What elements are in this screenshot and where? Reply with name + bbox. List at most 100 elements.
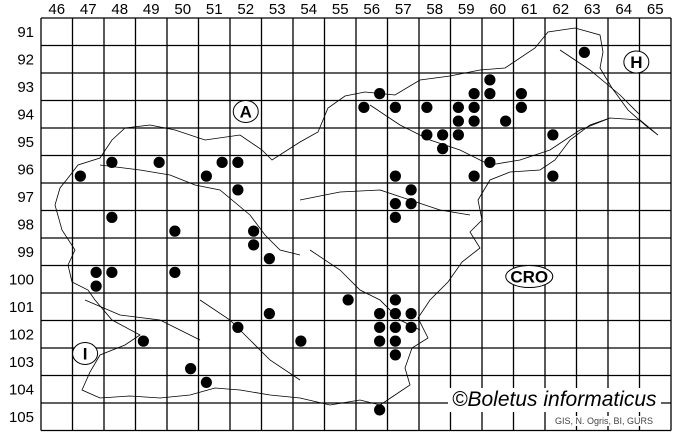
record-dot [515, 88, 527, 100]
country-label: CRO [510, 268, 548, 287]
record-dot [468, 115, 480, 127]
record-dot [421, 101, 433, 113]
column-label: 59 [458, 1, 475, 18]
column-label: 58 [426, 1, 443, 18]
country-label: I [83, 345, 88, 364]
record-dot [389, 335, 401, 347]
row-label: 96 [17, 161, 34, 178]
record-dot [484, 156, 496, 168]
record-dot [484, 74, 496, 86]
record-dot [216, 156, 228, 168]
row-label: 97 [17, 189, 34, 206]
column-label: 47 [80, 1, 97, 18]
grid [40, 17, 672, 432]
column-label: 53 [269, 1, 286, 18]
record-dot [342, 294, 354, 306]
record-dot [74, 170, 86, 182]
credits-text: GIS, N. Ogris, BI, GURS [555, 416, 654, 426]
row-label: 102 [9, 326, 34, 343]
record-dot [185, 363, 197, 375]
record-dot [468, 88, 480, 100]
column-label: 60 [489, 1, 506, 18]
column-label: 48 [111, 1, 128, 18]
record-dot [358, 101, 370, 113]
record-dot [405, 184, 417, 196]
country-label-ellipse [72, 342, 99, 365]
column-label: 63 [584, 1, 601, 18]
record-dot [374, 308, 386, 320]
river [559, 49, 641, 116]
row-label: 93 [17, 79, 34, 96]
record-dot [200, 170, 212, 182]
record-dot [389, 170, 401, 182]
record-dot [374, 321, 386, 333]
slovenia-border [54, 27, 659, 406]
column-label: 49 [143, 1, 160, 18]
record-dot [248, 239, 260, 251]
row-label: 105 [9, 409, 34, 426]
country-label: A [240, 103, 252, 122]
record-dot [137, 335, 149, 347]
country-label-ellipse [623, 50, 650, 74]
column-label: 55 [332, 1, 349, 18]
record-dot [169, 266, 181, 278]
record-dot [374, 335, 386, 347]
record-dot [389, 101, 401, 113]
record-dot [405, 198, 417, 210]
record-dot [421, 129, 433, 141]
river [299, 189, 471, 216]
column-label: 61 [521, 1, 538, 18]
river [99, 164, 301, 256]
record-dot [232, 184, 244, 196]
country-label: H [630, 53, 642, 72]
record-dot [389, 321, 401, 333]
record-dot [437, 143, 449, 155]
column-label: 50 [174, 1, 191, 18]
record-dot [389, 294, 401, 306]
column-label: 54 [300, 1, 317, 18]
row-label: 104 [9, 381, 34, 398]
record-dot [547, 129, 559, 141]
record-dot [452, 101, 464, 113]
record-dot [515, 101, 527, 113]
record-dot [153, 156, 165, 168]
record-dot [90, 280, 102, 292]
country-outline [54, 27, 659, 406]
record-dot [374, 88, 386, 100]
column-label: 57 [395, 1, 412, 18]
row-label: 95 [17, 134, 34, 151]
row-label: 99 [17, 244, 34, 261]
record-dot [295, 335, 307, 347]
record-dot [437, 129, 449, 141]
record-dot [468, 170, 480, 182]
column-label: 56 [363, 1, 380, 18]
column-label: 62 [552, 1, 569, 18]
record-dot [90, 266, 102, 278]
record-dot [389, 198, 401, 210]
record-dot [405, 308, 417, 320]
row-label: 94 [17, 106, 34, 123]
country-label-ellipse [505, 265, 554, 288]
record-dot [389, 308, 401, 320]
record-dot [547, 170, 559, 182]
column-label: 51 [206, 1, 223, 18]
country-label-ellipse [232, 100, 259, 123]
record-dot [263, 308, 275, 320]
record-dot [389, 211, 401, 223]
record-dot [405, 321, 417, 333]
row-label: 92 [17, 51, 34, 68]
record-dot [452, 129, 464, 141]
record-dot [484, 88, 496, 100]
row-label: 91 [17, 24, 34, 41]
grid-labels: 46 47 48 49 50 51 52 53 54 55 56 57 58 59 60 61 62 63 64 65… [9, 1, 664, 426]
river [199, 299, 301, 381]
record-dot [374, 404, 386, 416]
record-dot [578, 46, 590, 58]
record-dot [248, 225, 260, 237]
river [309, 249, 421, 331]
record-dot [500, 115, 512, 127]
record-dot [169, 225, 181, 237]
column-label: 46 [48, 1, 65, 18]
column-label: 65 [647, 1, 664, 18]
row-label: 100 [9, 271, 34, 288]
